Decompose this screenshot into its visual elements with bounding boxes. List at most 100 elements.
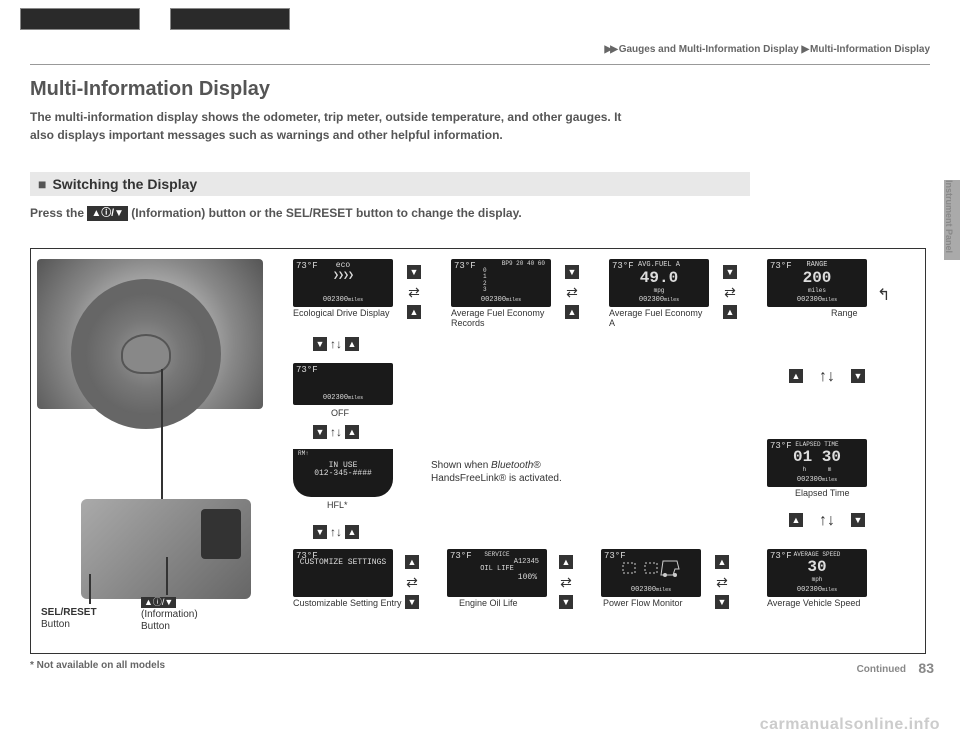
horizontal-rule [30, 64, 930, 65]
off-label: OFF [331, 409, 349, 419]
lcd-temp: 73°F [454, 262, 476, 272]
nav-oil-power: ▲ ⇄ ▼ [559, 555, 573, 609]
subsection-title: Switching the Display [52, 176, 197, 192]
fuela-label: Average Fuel Economy A [609, 309, 709, 329]
updown-arrow-icon: ↑↓ [330, 425, 342, 439]
nav-elapsed-speed: ▲ ↑↓ ▼ [789, 513, 865, 529]
lcd-odo: 002300miles [767, 477, 867, 485]
eco-label: Ecological Drive Display [293, 309, 393, 319]
lcd-range: 73°F RANGE 200 miles 002300miles [767, 259, 867, 307]
lcd-temp: 73°F [770, 552, 792, 562]
pointer-line-1 [89, 574, 91, 604]
lcd-eco-display: 73°F eco ❯❯❯❯ 002300miles [293, 259, 393, 307]
up-triangle-icon: ▲ [345, 337, 359, 351]
elapsed-label: Elapsed Time [795, 489, 850, 499]
updown-arrow-icon: ↑↓ [330, 337, 342, 351]
speed-label: Average Vehicle Speed [767, 599, 867, 609]
down-triangle-icon: ▼ [405, 595, 419, 609]
double-arrow-icon: ⇄ [408, 285, 420, 299]
up-triangle-icon: ▲ [715, 555, 729, 569]
up-triangle-icon: ▲ [723, 305, 737, 319]
up-triangle-icon: ▲ [789, 513, 803, 527]
intro-paragraph: The multi-information display shows the … [30, 108, 630, 144]
power-flow-icon [621, 555, 681, 581]
top-button-1[interactable] [20, 8, 140, 30]
nav-off-hfl: ▼ ↑↓ ▲ [313, 425, 359, 439]
hfl-line1: RM↑ [295, 451, 391, 458]
lcd-off: 73°F 002300miles [293, 363, 393, 405]
side-section-label: Instrument Panel [944, 180, 954, 253]
info-icon-box: ▲ⓘ/▼ [141, 597, 176, 608]
lcd-temp: 73°F [450, 552, 472, 562]
bt-note-1: Shown when [431, 460, 491, 471]
loop-arrow-icon: ↰ [877, 285, 890, 305]
pointer-line-2 [166, 557, 168, 595]
sel-reset-bold: SEL/RESET [41, 607, 97, 618]
down-triangle-icon: ▼ [565, 265, 579, 279]
subsection-header: ■ Switching the Display [30, 172, 750, 196]
range-value: 200 [769, 270, 865, 288]
updown-arrow-icon: ↑↓ [819, 369, 835, 385]
lcd-odo: 002300miles [293, 297, 393, 305]
wheel-hub-icon [121, 334, 171, 374]
hfl-line3: 012-345-#### [295, 470, 391, 479]
down-triangle-icon: ▼ [407, 265, 421, 279]
steering-wheel-icon [71, 279, 221, 429]
lcd-temp: 73°F [604, 552, 626, 562]
nav-power-speed: ▲ ⇄ ▼ [715, 555, 729, 609]
elapsed-unit: h m [803, 466, 832, 473]
lcd-temp: 73°F [612, 262, 634, 272]
lcd-temp: 73°F [770, 262, 792, 272]
breadcrumb-section: Gauges and Multi-Information Display [619, 44, 799, 55]
double-arrow-icon: ⇄ [566, 285, 578, 299]
nav-hfl-custom: ▼ ↑↓ ▲ [313, 525, 359, 539]
top-button-row [20, 8, 290, 30]
updown-arrow-icon: ↑↓ [819, 513, 835, 529]
sel-reset-sub: Button [41, 619, 70, 630]
fuela-value: 49.0 [611, 270, 707, 288]
top-button-2[interactable] [170, 8, 290, 30]
nav-fuelrec-fuela: ▼ ⇄ ▲ [565, 265, 579, 319]
steering-wheel-illustration: SEL/RESET Button ▲ⓘ/▼ (Information) Butt… [31, 249, 271, 655]
down-triangle-icon: ▼ [313, 337, 327, 351]
down-triangle-icon: ▼ [559, 595, 573, 609]
lcd-odo: 002300miles [293, 395, 393, 403]
down-triangle-icon: ▼ [715, 595, 729, 609]
info-button-icon: ▲ⓘ/▼ [87, 206, 128, 221]
diagram-container: SEL/RESET Button ▲ⓘ/▼ (Information) Butt… [30, 248, 926, 654]
watermark-text: carmanualsonline.info [760, 716, 940, 734]
square-bullet-icon: ■ [38, 176, 46, 192]
speed-unit: mph [812, 576, 823, 583]
breadcrumb: ▶▶ Gauges and Multi-Information Display … [605, 44, 930, 55]
info-text-1: (Information) [141, 609, 198, 620]
lcd-power-flow: 73°F 002300miles [601, 549, 701, 597]
up-triangle-icon: ▲ [559, 555, 573, 569]
up-triangle-icon: ▲ [789, 369, 803, 383]
double-arrow-icon: ⇄ [724, 285, 736, 299]
lcd-oil-life: 73°F SERVICE A12345 OIL LIFE 100% [447, 549, 547, 597]
nav-range-elapsed: ▲ ↑↓ ▼ [789, 369, 865, 385]
sel-reset-label: SEL/RESET Button [41, 607, 97, 631]
lcd-odo: 002300miles [767, 587, 867, 595]
lcd-elapsed-time: 73°F ELAPSED TIME 01 30 h m 002300miles [767, 439, 867, 487]
oil-l4: 100% [449, 574, 545, 583]
lcd-temp: 73°F [296, 366, 318, 376]
nav-fuela-range: ▼ ⇄ ▲ [723, 265, 737, 319]
nav-eco-off: ▼ ↑↓ ▲ [313, 337, 359, 351]
down-triangle-icon: ▼ [723, 265, 737, 279]
up-triangle-icon: ▲ [407, 305, 421, 319]
double-arrow-icon: ⇄ [716, 575, 728, 589]
lcd-customize: 73°F CUSTOMIZE SETTINGS [293, 549, 393, 597]
press-text-part2: (Information) button or the SEL/RESET bu… [131, 206, 521, 220]
up-triangle-icon: ▲ [345, 525, 359, 539]
bt-note-italic: Bluetooth® [491, 460, 541, 471]
page-title: Multi-Information Display [30, 78, 270, 101]
down-triangle-icon: ▼ [851, 369, 865, 383]
lcd-temp: 73°F [770, 442, 792, 452]
instruction-text: Press the ▲ⓘ/▼ (Information) button or t… [30, 204, 630, 222]
breadcrumb-page: Multi-Information Display [810, 44, 930, 55]
lcd-odo: 002300miles [601, 587, 701, 595]
lcd-temp: 73°F [296, 552, 318, 562]
fuela-unit: mpg [654, 287, 665, 294]
nav-custom-oil: ▲ ⇄ ▼ [405, 555, 419, 609]
